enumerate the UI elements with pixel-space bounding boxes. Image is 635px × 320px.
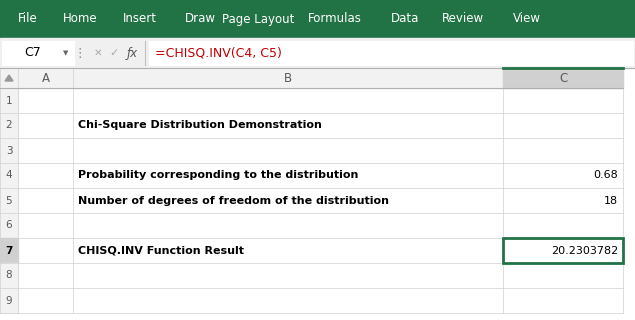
Bar xyxy=(0,263,623,288)
Bar xyxy=(0,68,623,88)
Bar xyxy=(0,138,18,163)
Text: Probability corresponding to the distribution: Probability corresponding to the distrib… xyxy=(78,171,358,180)
Bar xyxy=(0,263,18,288)
Text: ⋮: ⋮ xyxy=(74,46,86,60)
Text: 4: 4 xyxy=(6,171,12,180)
Text: A: A xyxy=(41,71,50,84)
Bar xyxy=(0,188,18,213)
Bar xyxy=(0,0,635,38)
Bar xyxy=(0,113,623,138)
Text: 7: 7 xyxy=(5,245,13,255)
Bar xyxy=(2,41,74,65)
Bar xyxy=(0,213,623,238)
Text: 1: 1 xyxy=(6,95,12,106)
Text: Page Layout: Page Layout xyxy=(222,12,294,26)
Bar xyxy=(0,213,18,238)
Bar xyxy=(0,38,635,68)
Text: =CHISQ.INV(C4, C5): =CHISQ.INV(C4, C5) xyxy=(155,46,282,60)
Text: Review: Review xyxy=(442,12,484,26)
Bar xyxy=(0,138,623,163)
Text: View: View xyxy=(513,12,541,26)
Text: 0.68: 0.68 xyxy=(593,171,618,180)
Text: C7: C7 xyxy=(25,46,41,60)
Bar xyxy=(0,113,18,138)
Bar xyxy=(0,163,18,188)
Bar xyxy=(0,188,623,213)
Text: ƒx: ƒx xyxy=(126,46,138,60)
Text: CHISQ.INV Function Result: CHISQ.INV Function Result xyxy=(78,245,244,255)
Text: 20.2303782: 20.2303782 xyxy=(551,245,618,255)
Text: Chi-Square Distribution Demonstration: Chi-Square Distribution Demonstration xyxy=(78,121,322,131)
Text: Insert: Insert xyxy=(123,12,157,26)
Text: Draw: Draw xyxy=(185,12,215,26)
Bar xyxy=(0,88,18,113)
Polygon shape xyxy=(5,75,13,81)
Text: Home: Home xyxy=(63,12,97,26)
Text: ✓: ✓ xyxy=(109,48,119,58)
Text: ▼: ▼ xyxy=(63,50,68,56)
Bar xyxy=(0,88,623,113)
Text: 5: 5 xyxy=(6,196,12,205)
Text: Number of degrees of freedom of the distribution: Number of degrees of freedom of the dist… xyxy=(78,196,389,205)
Text: 18: 18 xyxy=(604,196,618,205)
Bar xyxy=(0,163,623,188)
Bar xyxy=(503,68,623,88)
Text: ✕: ✕ xyxy=(93,48,102,58)
Text: B: B xyxy=(284,71,292,84)
Text: 9: 9 xyxy=(6,295,12,306)
Bar xyxy=(503,238,623,263)
Text: 8: 8 xyxy=(6,270,12,281)
Text: Formulas: Formulas xyxy=(308,12,362,26)
Text: File: File xyxy=(18,12,38,26)
Bar xyxy=(0,238,18,263)
Bar xyxy=(0,288,623,313)
Text: Data: Data xyxy=(391,12,419,26)
Text: 3: 3 xyxy=(6,146,12,156)
Bar xyxy=(0,288,18,313)
Bar xyxy=(149,41,633,65)
Bar xyxy=(0,238,623,263)
Text: C: C xyxy=(559,71,567,84)
Text: 2: 2 xyxy=(6,121,12,131)
Text: 6: 6 xyxy=(6,220,12,230)
